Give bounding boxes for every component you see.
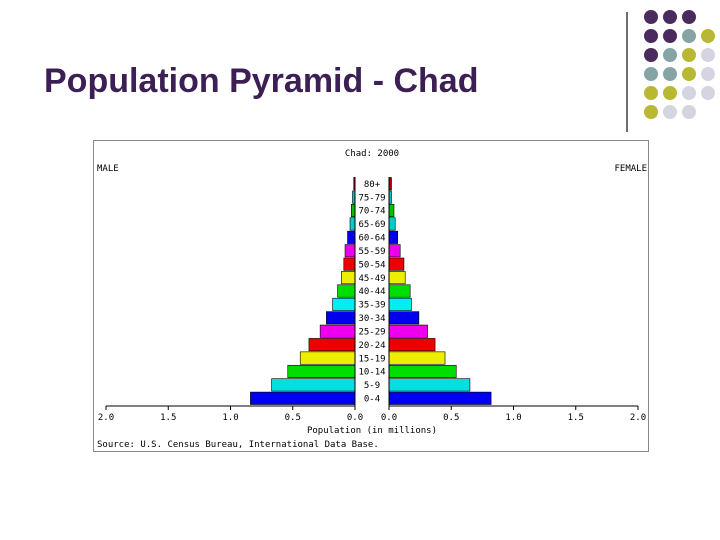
female-bar-0-4 — [388, 391, 492, 405]
age-label: 70-74 — [358, 207, 385, 217]
age-label: 5-9 — [364, 381, 380, 391]
male-bar-25-29 — [319, 324, 356, 338]
female-bar-55-59 — [388, 244, 401, 258]
decorative-dot — [701, 86, 715, 100]
male-bar-50-54 — [343, 257, 356, 271]
male-bar-60-64 — [347, 230, 356, 244]
decorative-dot — [701, 29, 715, 43]
decorative-dot — [701, 67, 715, 81]
decorative-dot — [644, 29, 658, 43]
decorative-dot — [663, 29, 677, 43]
male-bar-45-49 — [341, 271, 356, 285]
male-bar-10-14 — [287, 364, 356, 378]
tick-label: 1.0 — [505, 413, 521, 423]
male-bar-65-69 — [349, 217, 356, 231]
female-bar-50-54 — [388, 257, 405, 271]
decorative-dot — [682, 105, 696, 119]
decorative-dot — [663, 86, 677, 100]
female-bar-65-69 — [388, 217, 396, 231]
tick-label: 1.5 — [160, 413, 176, 423]
divider-line — [626, 12, 628, 132]
age-label: 45-49 — [358, 274, 385, 284]
female-bar-20-24 — [388, 338, 436, 352]
decorative-dot — [682, 29, 696, 43]
male-bar-30-34 — [326, 311, 356, 325]
male-bar-20-24 — [308, 338, 356, 352]
decorative-dot — [682, 67, 696, 81]
tick-label: 0.0 — [381, 413, 397, 423]
age-label: 35-39 — [358, 301, 385, 311]
tick-label: 1.5 — [568, 413, 584, 423]
age-label: 0-4 — [364, 395, 380, 405]
x-axis: 0.0 0.0 0.5 0.5 1.0 1.0 1.5 1.5 2.0 2.0 — [98, 177, 646, 423]
decorative-dot — [701, 48, 715, 62]
male-bar-15-19 — [299, 351, 356, 365]
tick-label: 2.0 — [98, 413, 114, 423]
slide-title: Population Pyramid - Chad — [44, 62, 479, 100]
age-label: 15-19 — [358, 354, 385, 364]
bars-group — [250, 177, 492, 405]
female-bar-5-9 — [388, 378, 471, 392]
population-pyramid-chart: Chad: 2000 MALE FEMALE 80+ 75-79 70-74 65-6… — [93, 140, 649, 452]
female-bar-45-49 — [388, 271, 406, 285]
x-axis-label: Population (in millions) — [307, 426, 437, 436]
female-bar-40-44 — [388, 284, 411, 298]
decorative-dot — [644, 86, 658, 100]
female-label: FEMALE — [614, 164, 647, 174]
tick-label: 0.5 — [285, 413, 301, 423]
male-bar-5-9 — [271, 378, 356, 392]
male-bar-55-59 — [344, 244, 356, 258]
age-label: 25-29 — [358, 327, 385, 337]
age-label: 40-44 — [358, 287, 385, 297]
decorative-dot — [663, 10, 677, 24]
female-bar-70-74 — [388, 204, 395, 218]
age-label: 65-69 — [358, 220, 385, 230]
decorative-dot — [644, 105, 658, 119]
female-bar-60-64 — [388, 230, 399, 244]
age-label: 20-24 — [358, 341, 385, 351]
chart-title: Chad: 2000 — [345, 149, 399, 159]
female-bar-15-19 — [388, 351, 446, 365]
female-bar-35-39 — [388, 297, 412, 311]
age-label: 30-34 — [358, 314, 385, 324]
female-bar-10-14 — [388, 364, 457, 378]
male-bar-35-39 — [332, 297, 356, 311]
decorative-dot — [644, 48, 658, 62]
age-label: 75-79 — [358, 193, 385, 203]
tick-label: 2.0 — [630, 413, 646, 423]
decorative-dot — [644, 67, 658, 81]
tick-label: 1.0 — [222, 413, 238, 423]
female-bar-30-34 — [388, 311, 420, 325]
tick-label: 0.5 — [443, 413, 459, 423]
tick-label: 0.0 — [347, 413, 363, 423]
age-label: 55-59 — [358, 247, 385, 257]
male-label: MALE — [97, 164, 119, 174]
male-bar-40-44 — [337, 284, 356, 298]
age-label: 60-64 — [358, 234, 385, 244]
source-note: Source: U.S. Census Bureau, Internationa… — [97, 440, 379, 450]
age-label: 10-14 — [358, 368, 385, 378]
decorative-dot — [682, 10, 696, 24]
male-bar-70-74 — [350, 204, 356, 218]
age-label: 50-54 — [358, 260, 385, 270]
decorative-dot — [682, 48, 696, 62]
decorative-dot — [682, 86, 696, 100]
decorative-dot — [663, 105, 677, 119]
female-bar-25-29 — [388, 324, 428, 338]
age-labels-group: 80+ 75-79 70-74 65-69 60-64 55-59 50-54 45-49 40… — [358, 180, 385, 405]
decorative-dot — [663, 67, 677, 81]
male-bar-0-4 — [250, 391, 356, 405]
age-label: 80+ — [364, 180, 381, 190]
decorative-dot — [663, 48, 677, 62]
chart-canvas: Chad: 2000 MALE FEMALE 80+ 75-79 70-74 65-6… — [97, 149, 647, 450]
decorative-dot — [644, 10, 658, 24]
